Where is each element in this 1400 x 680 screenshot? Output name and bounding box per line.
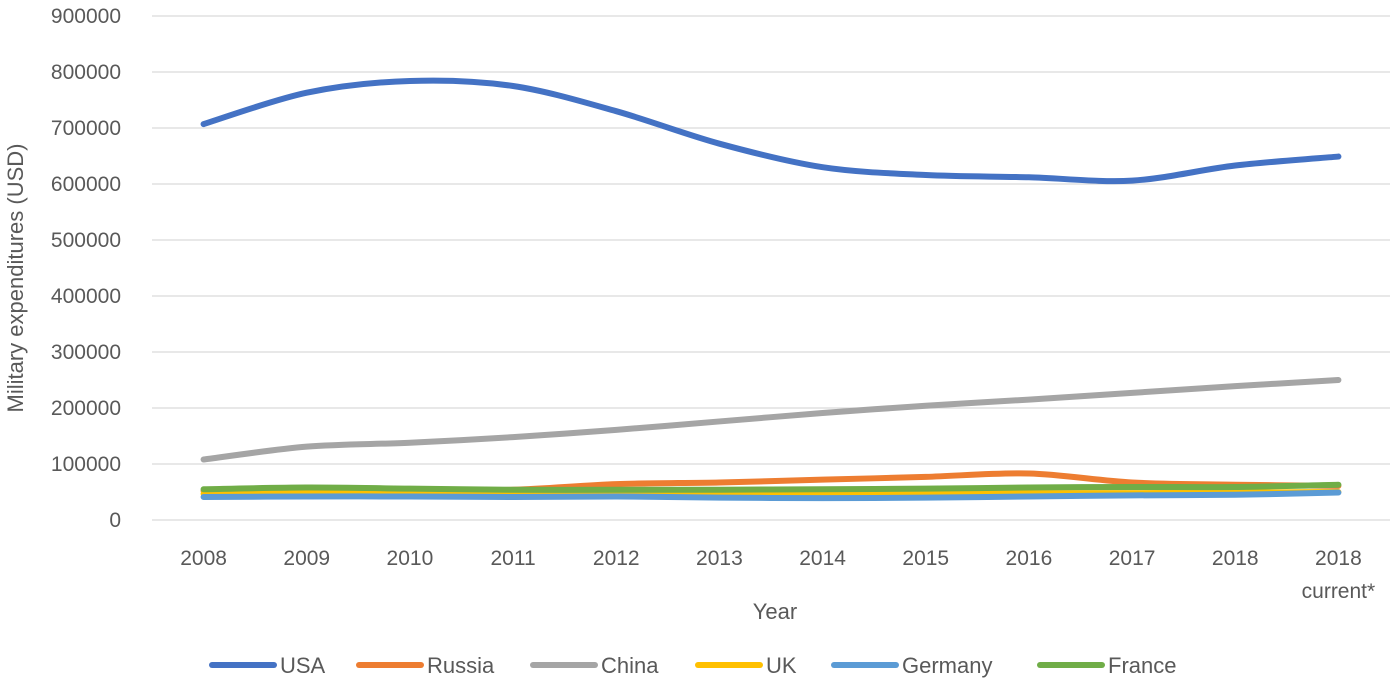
- y-axis-ticks: 0 100000 200000 300000 400000 500000 600000 700…: [51, 5, 121, 532]
- x-tick-label: 2008: [180, 547, 227, 570]
- gridlines: [152, 15, 1390, 521]
- y-tick-label: 900000: [51, 5, 121, 28]
- series-line-germany: [200, 489, 1342, 502]
- x-tick-label: 2018 current*: [1302, 547, 1376, 603]
- legend-label: France: [1108, 653, 1176, 678]
- y-axis-title: Military expenditures (USD): [3, 144, 28, 413]
- y-tick-label: 700000: [51, 117, 121, 140]
- legend-label: Russia: [427, 653, 495, 678]
- x-tick-label: 2011: [490, 547, 535, 570]
- legend-item-russia: Russia: [356, 653, 495, 678]
- legend: USA Russia China UK Germany France: [209, 653, 1176, 678]
- legend-label: UK: [766, 653, 797, 678]
- legend-label: USA: [280, 653, 326, 678]
- y-tick-label: 500000: [51, 229, 121, 252]
- x-tick-label: 2012: [593, 547, 640, 570]
- series-line-china: [200, 377, 1342, 463]
- x-tick-label: 2013: [696, 547, 743, 570]
- y-tick-label: 200000: [51, 397, 121, 420]
- legend-item-usa: USA: [209, 653, 326, 678]
- y-tick-label: 800000: [51, 61, 121, 84]
- x-tick-label: 2014: [799, 547, 846, 570]
- x-tick-label: 2010: [387, 547, 434, 570]
- series-line-france: [200, 481, 1342, 493]
- y-tick-label: 100000: [51, 453, 121, 476]
- series-lines: [200, 77, 1342, 502]
- x-tick-label: 2009: [283, 547, 330, 570]
- x-tick-label: 2017: [1109, 547, 1156, 570]
- x-tick-label: 2016: [1006, 547, 1053, 570]
- y-tick-label: 600000: [51, 173, 121, 196]
- y-tick-label: 300000: [51, 341, 121, 364]
- legend-item-china: China: [530, 653, 659, 678]
- x-axis-ticks: 2008 2009 2010 2011 2012 2013 2014 2015 2016 2017…: [180, 547, 1375, 603]
- x-axis-title: Year: [753, 599, 797, 624]
- legend-item-france: France: [1037, 653, 1176, 678]
- legend-item-uk: UK: [695, 653, 797, 678]
- series-line-usa: [200, 77, 1342, 185]
- x-tick-label: 2015: [902, 547, 949, 570]
- legend-label: China: [601, 653, 659, 678]
- legend-label: Germany: [902, 653, 992, 678]
- x-tick-label: 2018: [1212, 547, 1259, 570]
- y-tick-label: 400000: [51, 285, 121, 308]
- legend-item-germany: Germany: [831, 653, 992, 678]
- y-tick-label: 0: [109, 509, 121, 532]
